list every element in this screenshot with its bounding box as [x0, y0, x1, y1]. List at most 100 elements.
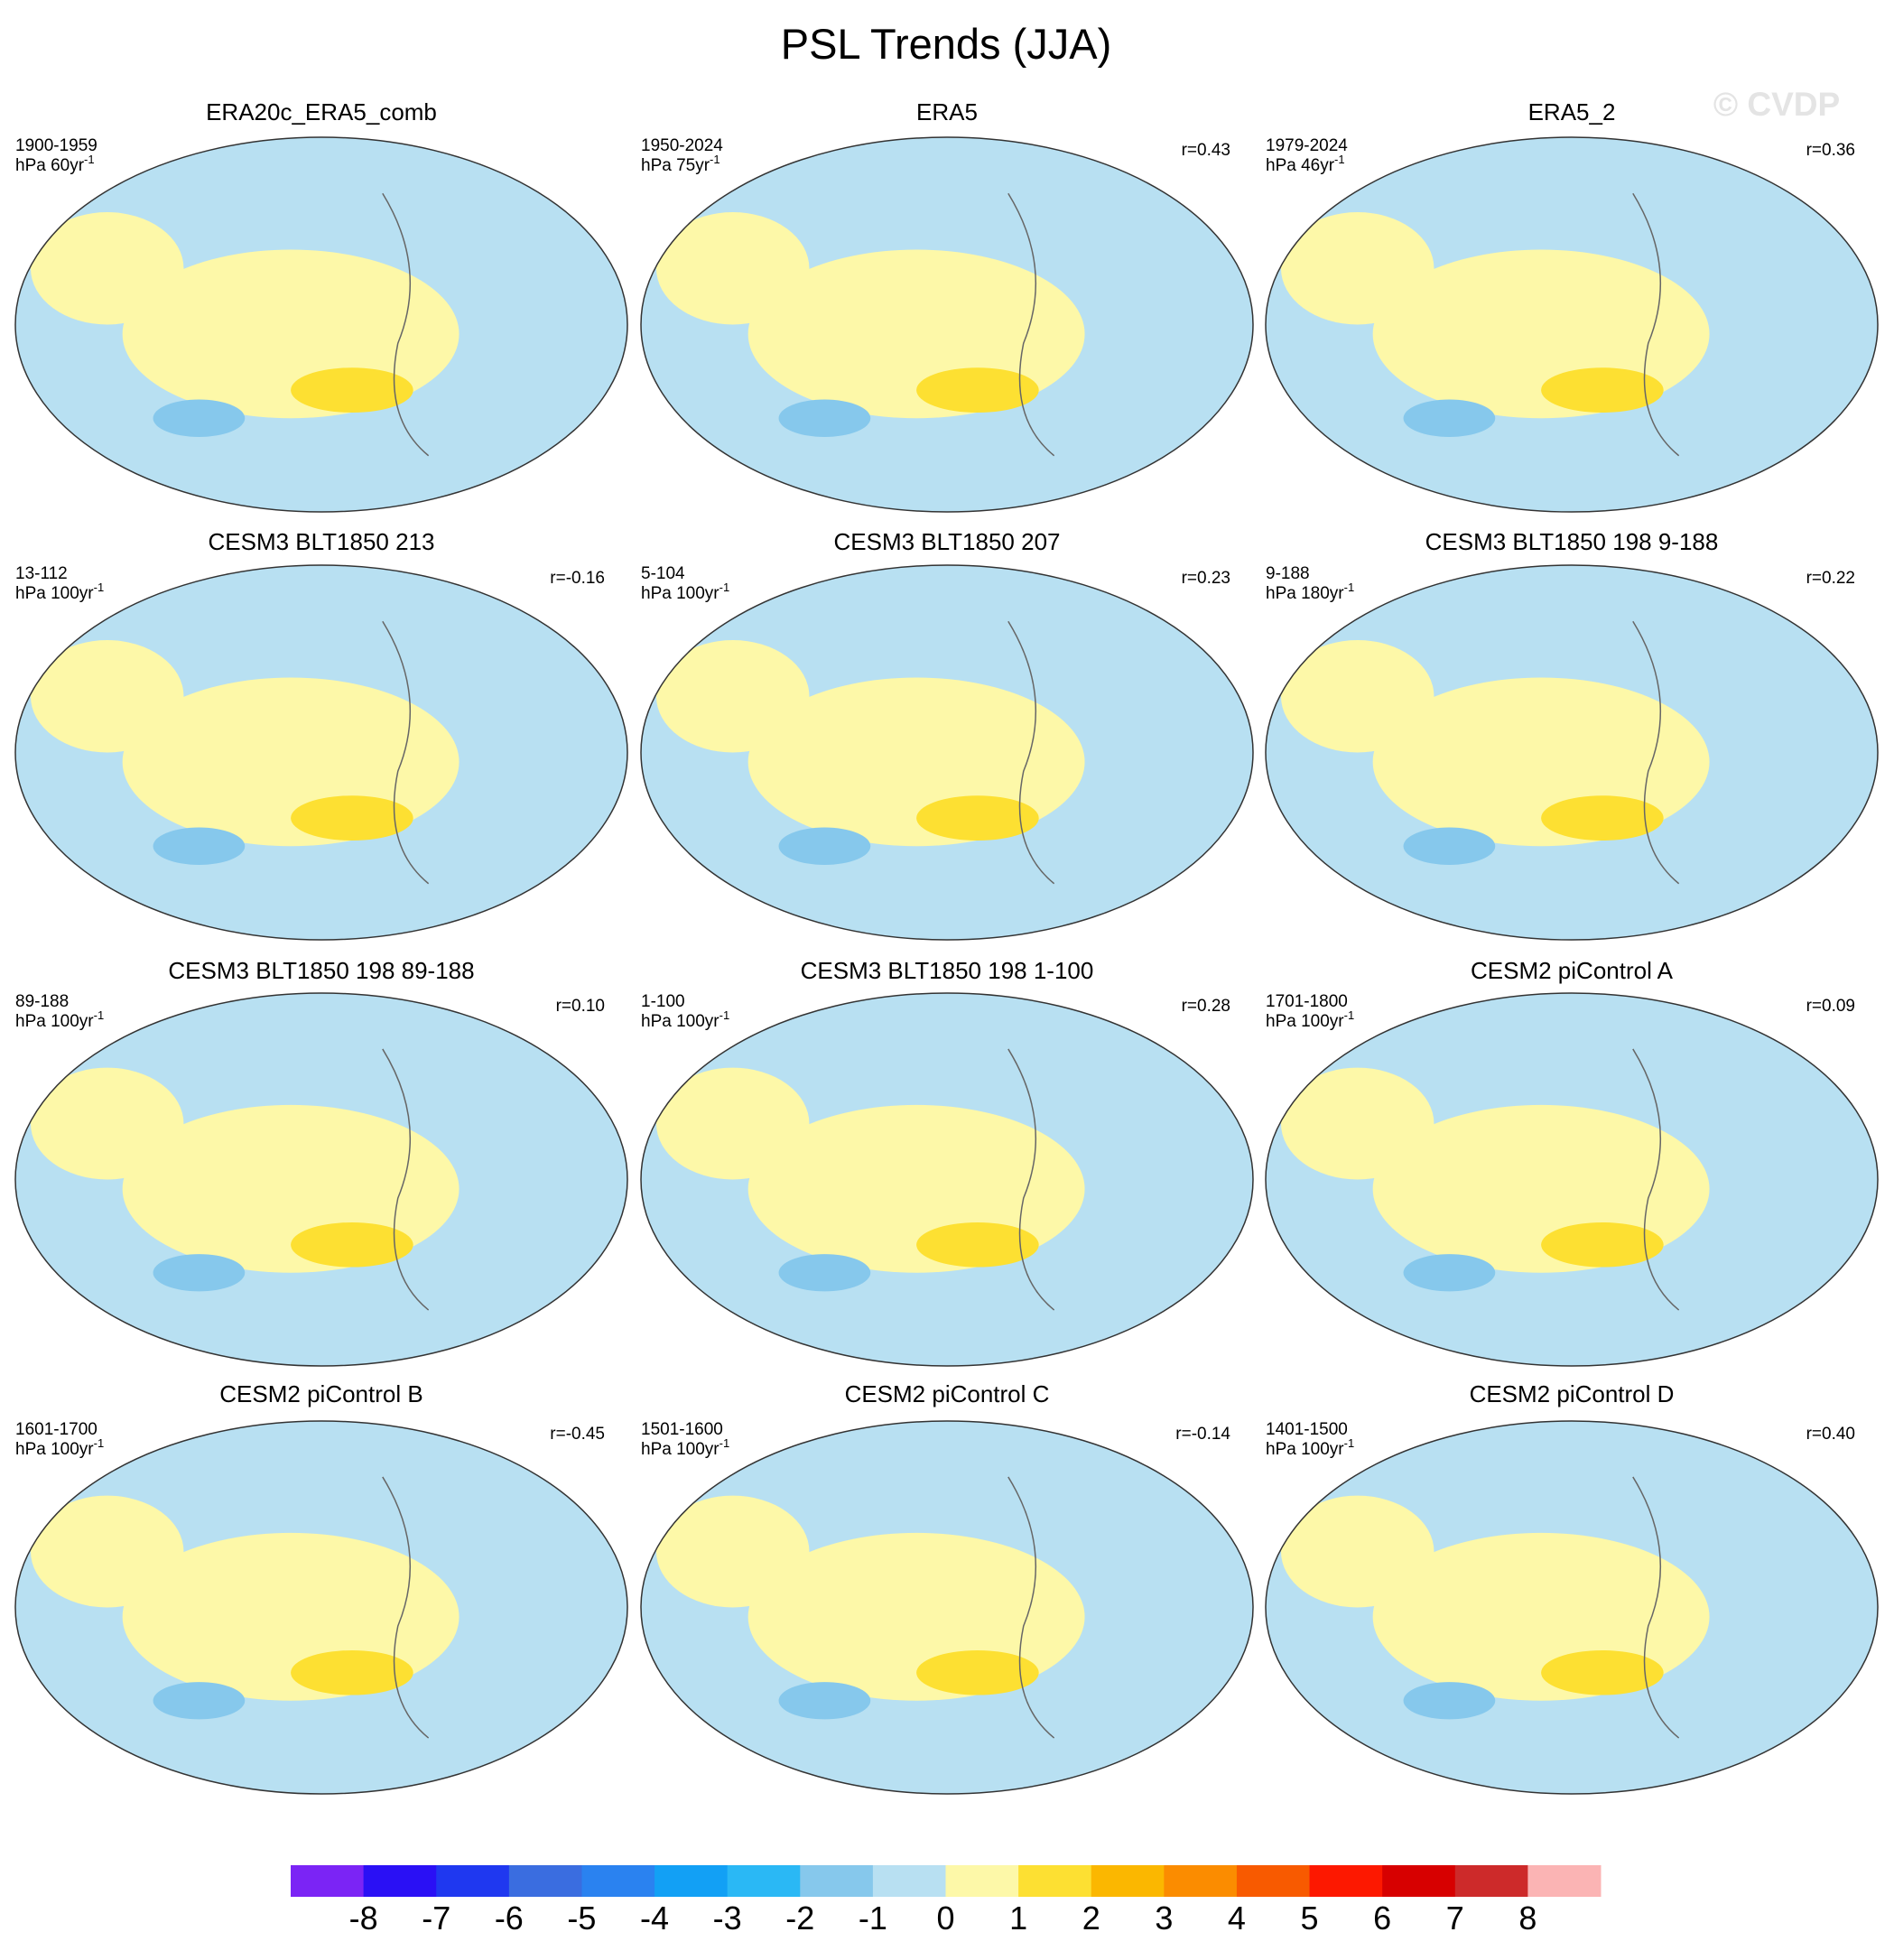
map-outline [640, 136, 1254, 513]
colorbar-box [1527, 1865, 1602, 1897]
colorbar-label: -1 [859, 1900, 887, 1937]
units-exponent: -1 [720, 1008, 730, 1022]
panel-correlation: r=-0.45 [550, 1425, 605, 1444]
panel-period: 1501-1600 [641, 1420, 723, 1439]
colorbar-box [1164, 1865, 1238, 1897]
units-text: hPa 100yr [641, 584, 720, 603]
panel-title: ERA20c_ERA5_comb [206, 98, 437, 125]
panel-units: hPa 46yr-1 [1266, 153, 1345, 175]
panel-correlation: r=0.36 [1806, 141, 1855, 160]
colorbar-box [945, 1865, 1019, 1897]
map-field [1266, 1421, 1878, 1794]
units-exponent: -1 [1344, 1436, 1355, 1450]
units-text: hPa 100yr [1266, 1012, 1344, 1031]
colorbar-box [800, 1865, 874, 1897]
panel-title: CESM3 BLT1850 198 1-100 [801, 957, 1094, 984]
panel-title: CESM3 BLT1850 198 89-188 [168, 957, 474, 984]
colorbar-box [436, 1865, 510, 1897]
map-field [641, 993, 1253, 1366]
units-text: hPa 75yr [641, 156, 710, 175]
units-exponent: -1 [94, 1436, 105, 1450]
colorbar-box [1382, 1865, 1456, 1897]
map-field [15, 993, 627, 1366]
panel-period: 1401-1500 [1266, 1420, 1348, 1439]
map-field [15, 565, 627, 940]
panel-correlation: r=-0.16 [550, 569, 605, 588]
units-text: hPa 100yr [641, 1440, 720, 1459]
panel-title: CESM2 piControl A [1471, 957, 1674, 984]
panel-units: hPa 100yr-1 [641, 1436, 729, 1459]
panel-units: hPa 100yr-1 [641, 1008, 729, 1031]
colorbar-label: -7 [422, 1900, 450, 1937]
panel-period: 1979-2024 [1266, 136, 1348, 155]
map-outline [640, 1420, 1254, 1795]
map-field [1266, 137, 1878, 512]
panel-units: hPa 100yr-1 [15, 1008, 104, 1031]
units-text: hPa 100yr [15, 1440, 94, 1459]
colorbar-label: -6 [495, 1900, 524, 1937]
panel-units: hPa 100yr-1 [1266, 1008, 1354, 1031]
figure-title: PSL Trends (JJA) [781, 20, 1112, 68]
colorbar-label: 0 [936, 1900, 954, 1937]
colorbar-label: 1 [1009, 1900, 1027, 1937]
colorbar-label: -2 [785, 1900, 814, 1937]
panel-units: hPa 100yr-1 [15, 581, 104, 603]
panel-correlation: r=0.09 [1806, 997, 1855, 1016]
colorbar-label: 6 [1373, 1900, 1391, 1937]
colorbar-label: 7 [1446, 1900, 1464, 1937]
map-outline [640, 564, 1254, 941]
colorbar-label: -3 [713, 1900, 742, 1937]
map-outline [14, 992, 628, 1367]
map-outline [1265, 564, 1879, 941]
units-exponent: -1 [720, 1436, 730, 1450]
map-field [641, 137, 1253, 512]
map-field [641, 1421, 1253, 1794]
colorbar-box [727, 1865, 801, 1897]
units-exponent: -1 [710, 153, 720, 166]
units-exponent: -1 [94, 1008, 105, 1022]
units-text: hPa 100yr [641, 1012, 720, 1031]
units-exponent: -1 [1344, 1008, 1355, 1022]
units-exponent: -1 [1344, 581, 1355, 594]
panel-correlation: r=0.10 [556, 997, 605, 1016]
panel-title: CESM2 piControl D [1470, 1380, 1675, 1407]
panel-units: hPa 100yr-1 [641, 581, 729, 603]
colorbar-label: -5 [567, 1900, 596, 1937]
watermark: © CVDP [1713, 86, 1840, 123]
panel-period: 1900-1959 [15, 136, 97, 155]
map-outline [640, 992, 1254, 1367]
colorbar-box [1018, 1865, 1092, 1897]
panel-period: 13-112 [15, 564, 68, 583]
units-exponent: -1 [94, 581, 105, 594]
map-field [1266, 565, 1878, 940]
colorbar-box [872, 1865, 946, 1897]
units-exponent: -1 [1334, 153, 1345, 166]
colorbar-label: 8 [1518, 1900, 1537, 1937]
panel-correlation: r=0.23 [1182, 569, 1230, 588]
colorbar-label: -8 [349, 1900, 378, 1937]
panel-correlation: r=0.28 [1182, 997, 1230, 1016]
map-outline [14, 564, 628, 941]
panel-title: ERA5_2 [1528, 98, 1616, 125]
map-field [15, 137, 627, 512]
panel-units: hPa 75yr-1 [641, 153, 720, 175]
panel-title: CESM2 piControl B [219, 1380, 422, 1407]
panel-units: hPa 60yr-1 [15, 153, 95, 175]
panel-period: 89-188 [15, 992, 69, 1011]
units-text: hPa 100yr [15, 1012, 94, 1031]
units-text: hPa 180yr [1266, 584, 1344, 603]
panel-correlation: r=0.22 [1806, 569, 1855, 588]
colorbar-label: 3 [1155, 1900, 1173, 1937]
panel-title: ERA5 [916, 98, 978, 125]
colorbar-label: -4 [640, 1900, 669, 1937]
colorbar-box [508, 1865, 582, 1897]
map-outline [14, 136, 628, 513]
